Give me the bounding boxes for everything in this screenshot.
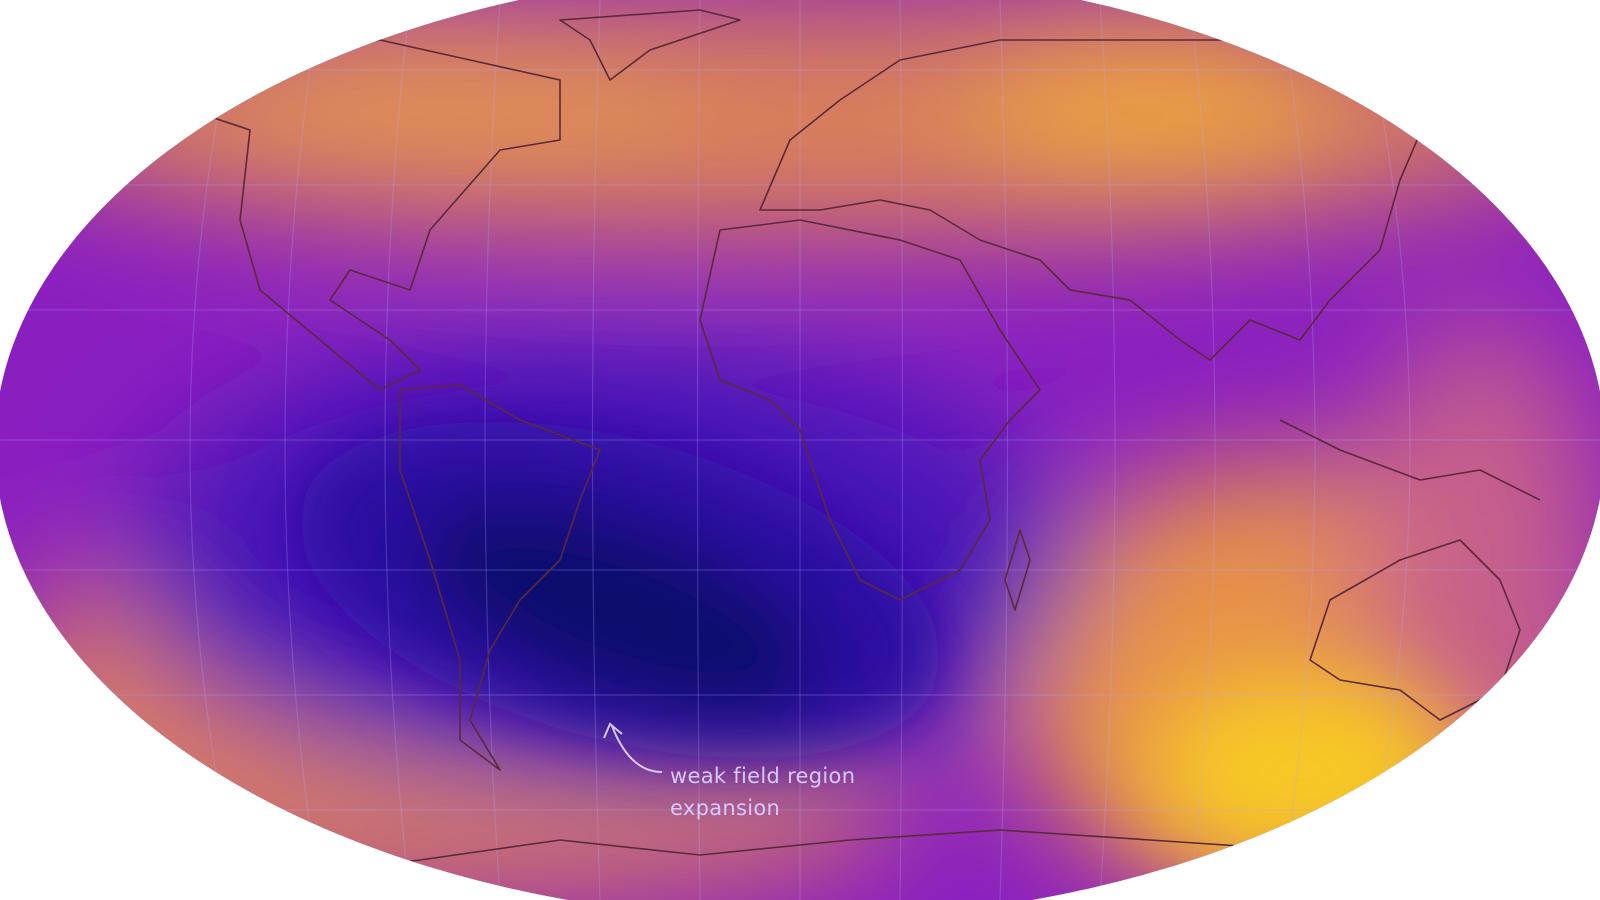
annotation-line-2: expansion [670, 796, 781, 820]
annotation-arrow [611, 725, 663, 773]
strong-field-ring [1110, 645, 1490, 895]
weak-field-core [420, 502, 820, 718]
africa-outline [699, 219, 1041, 601]
canada-strong-region [170, 0, 690, 190]
madagascar-outline [1004, 529, 1031, 611]
annotation-arrowhead-icon [603, 722, 623, 739]
indonesia-outline [1279, 419, 1541, 501]
greenland-outline [559, 9, 741, 81]
weak-field-annotation: weak field region expansion [670, 760, 855, 824]
eurasia-outline [759, 39, 1431, 361]
annotation-line-1: weak field region [670, 764, 856, 788]
siberia-strong-region [980, 0, 1340, 200]
north-america-outline [59, 39, 561, 391]
south-america-outline [399, 384, 601, 771]
coastlines [59, 9, 1541, 881]
